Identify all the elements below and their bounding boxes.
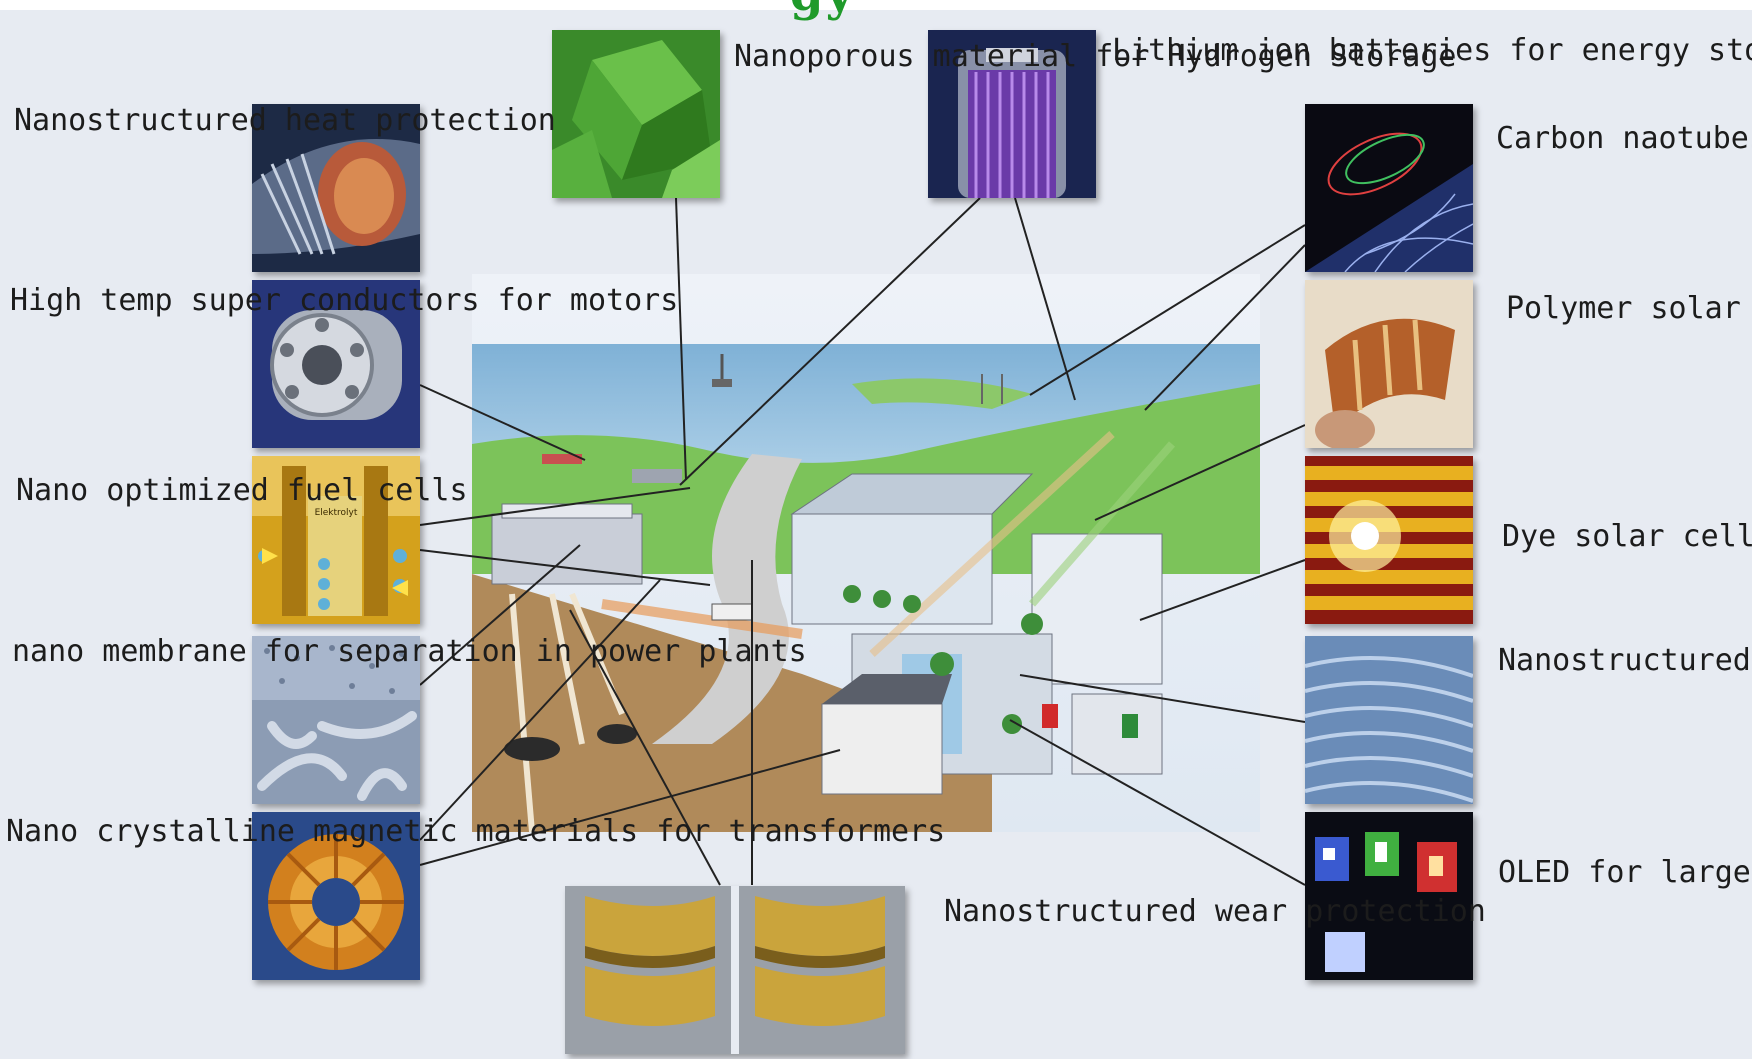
fuel-cell-electrolyte-label: Elektrolyt: [314, 508, 358, 518]
label-carbon-nanotubes: Carbon naotubes for rotor blades: [1496, 121, 1752, 156]
label-thermoelectric: Nanostructured thermoelectric materials …: [1498, 643, 1752, 678]
carbon-nanotube-render: [1305, 104, 1473, 272]
top-strip: [0, 0, 1752, 10]
turbine-photo: [252, 104, 420, 272]
title-fragment: gy: [790, 0, 855, 22]
energy-landscape-illustration: [472, 274, 1260, 832]
battery-cutaway-photo: [928, 30, 1096, 198]
label-wear-protection: Nanostructured wear protection: [944, 894, 1486, 929]
label-magnetic-materials: Nano crystalline magnetic materials for …: [6, 814, 946, 849]
dye-solar-cell-photo: [1305, 456, 1473, 624]
label-heat-protection: Nanostructured heat protection: [14, 103, 556, 138]
membrane-micrograph: [252, 636, 420, 804]
polymer-solar-film-photo: [1305, 280, 1473, 448]
oled-display-photo: [1305, 812, 1473, 980]
label-oled: OLED for large area display: [1498, 855, 1752, 890]
fuel-cell-diagram: Elektrolyt: [252, 456, 420, 624]
label-superconductors: High temp super conductors for motors: [10, 283, 679, 318]
label-nano-membrane: nano membrane for separation in power pl…: [12, 634, 807, 669]
nanoporous-crystal-micrograph: [552, 30, 720, 198]
toroidal-core-photo: [252, 812, 420, 980]
label-dye-solar: Dye solar cells: [1502, 519, 1752, 554]
thermoelectric-layers-micrograph: [1305, 636, 1473, 804]
label-hydrogen-storage: Nanoporous material for Hydrogen Storage: [734, 39, 1457, 74]
label-polymer-solar: Polymer solar cells: [1506, 291, 1752, 326]
superconductor-motor-photo: [252, 280, 420, 448]
label-lithium-batteries: Lithium ion batteries for energy storage: [1112, 33, 1752, 68]
label-fuel-cells: Nano optimized fuel cells: [16, 473, 468, 508]
wear-protection-drill-photo: [565, 886, 905, 1054]
